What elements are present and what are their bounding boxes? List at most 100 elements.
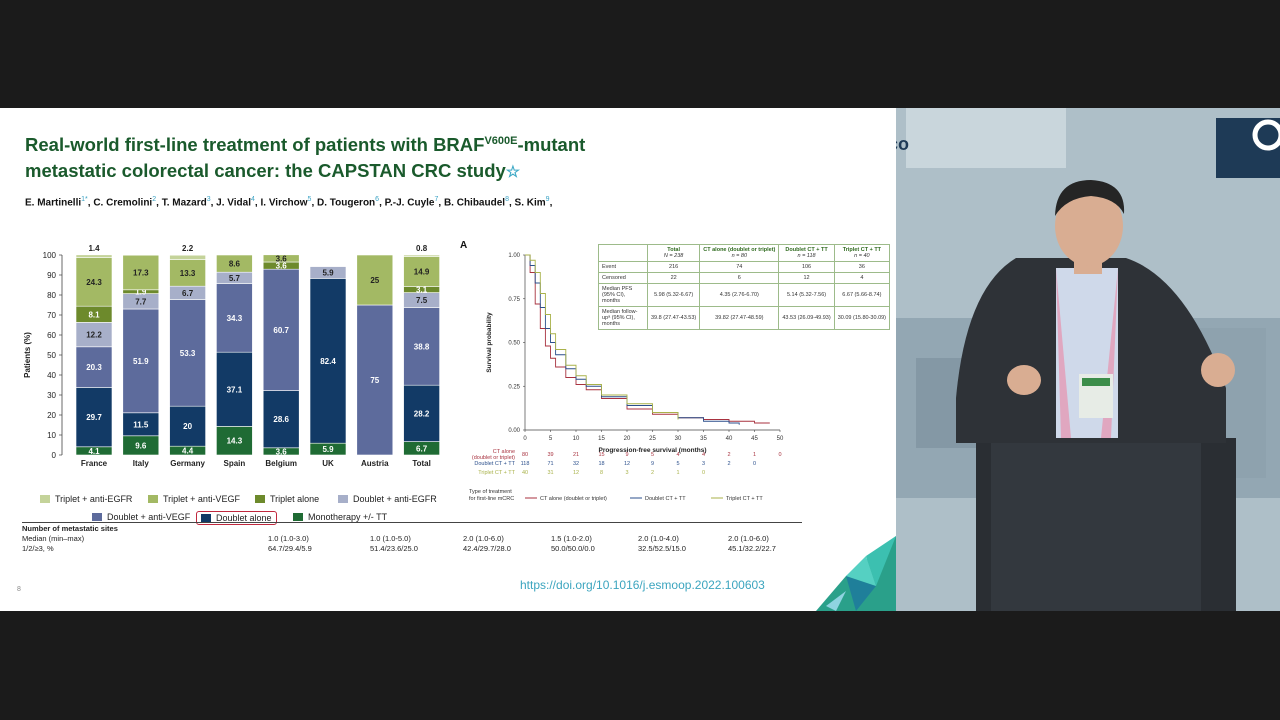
bar-value-label: 13.3	[180, 269, 196, 278]
legend-item: Triplet + anti-VEGF	[148, 494, 240, 504]
at-risk-value: 15	[598, 452, 604, 458]
presentation-slide: Real-world first-line treatment of patie…	[0, 108, 896, 611]
category-sublabel: n = 4	[366, 471, 383, 473]
metastatic-sites-table: Number of metastatic sites Median (min–m…	[22, 522, 802, 553]
y-tick-label: 0.25	[508, 384, 520, 390]
bar-segment	[403, 256, 440, 287]
bar-value-label: 53.3	[180, 349, 196, 358]
bar-value-label: 3.6	[276, 447, 288, 456]
at-risk-value: 2	[727, 452, 730, 458]
y-tick-label: 0.50	[508, 341, 520, 347]
author-name: I. Virchow	[260, 197, 308, 209]
legend-label: Triplet + anti-VEGF	[163, 494, 240, 504]
x-tick-label: 40	[726, 436, 733, 442]
curve-legend-label: CT alone (doublet or triplet)	[540, 496, 607, 502]
bar-value-label: 5.9	[322, 269, 334, 278]
panel-label: A	[460, 240, 468, 251]
y-tick-label: 1.00	[508, 253, 520, 259]
category-label: Italy	[133, 459, 150, 468]
table-cell: 22	[646, 272, 701, 284]
legend-item: Triplet + anti-EGFR	[40, 494, 132, 504]
curve-legend-label: Doublet CT + TT	[645, 496, 686, 502]
bar-segment	[169, 259, 206, 287]
author-name: T. Mazard	[161, 197, 207, 209]
at-risk-value: 0	[753, 461, 756, 467]
kaplan-meier-chart: 0.000.250.500.751.000 5 10 15 20 25 30 35 40 45 50…	[469, 253, 784, 502]
author-name: E. Martinelli	[25, 197, 82, 209]
category-sublabel: n = 52	[130, 471, 152, 473]
x-tick-label: 5	[549, 436, 553, 442]
table-cell: 42.4/29.7/28.0	[463, 543, 511, 553]
table-header-cell: Triplet CT + TT n = 40	[833, 244, 891, 262]
bar-segment	[403, 384, 440, 442]
bar-segment	[356, 254, 394, 306]
bar-value-label: 60.7	[273, 326, 289, 335]
bar-segment	[216, 351, 253, 427]
table-row: Median PFS (95% CI), months 5.98 (5.32-6.…	[598, 283, 891, 307]
table-cell: 1.0 (1.0-3.0)	[268, 533, 309, 543]
bar-value-label: 51.9	[133, 357, 149, 366]
bar-value-label: 1.9	[135, 288, 147, 297]
y-tick-label: 20	[47, 411, 56, 420]
title-line-1: Real-world first-line treatment of patie…	[25, 134, 485, 156]
curve-legend-title: for first-line mCRC	[469, 496, 514, 502]
author-affiliation: 1*	[81, 196, 88, 203]
bar-value-label: 20	[183, 422, 192, 431]
table-header-cell: Total N = 238	[646, 244, 701, 262]
table-cell: 32.5/52.5/15.0	[638, 543, 686, 553]
slide-title: Real-world first-line treatment of patie…	[25, 128, 585, 186]
bar-segment	[75, 254, 113, 258]
legend-label: Triplet alone	[270, 494, 320, 504]
at-risk-value: 40	[522, 470, 528, 476]
bar-value-label: 3.6	[276, 262, 288, 271]
at-risk-row-label: Triplet CT + TT	[478, 470, 515, 476]
legend-swatch	[338, 495, 348, 503]
row-label: Median PFS (95% CI), months	[598, 283, 648, 307]
bar-value-label: 8.6	[229, 260, 241, 269]
table-cell: 50.0/50.0/0.0	[551, 543, 595, 553]
bar-value-label: 17.3	[133, 269, 149, 278]
x-tick-label: 20	[624, 436, 631, 442]
survival-curve	[525, 254, 679, 420]
table-row: Censored 22 6 12 4	[598, 272, 891, 284]
legend-swatch	[293, 513, 303, 521]
at-risk-value: 32	[573, 461, 579, 467]
y-tick-label: 90	[47, 271, 56, 280]
legend-label: Doublet + anti-VEGF	[107, 512, 191, 522]
category-sublabel: N = 255	[408, 471, 435, 473]
bar-value-label: 7.7	[135, 297, 147, 306]
author-affiliation: 7	[434, 196, 439, 203]
row-label: Median follow-upᵃ (95% CI), months	[598, 306, 648, 330]
legend-label: Triplet + anti-EGFR	[55, 494, 133, 504]
table-cell: 74	[699, 261, 780, 273]
legend-swatch	[201, 514, 211, 522]
category-label: Spain	[224, 459, 246, 468]
y-tick-label: 100	[43, 251, 57, 260]
bar-value-label: 34.3	[227, 314, 243, 323]
bar-segment	[403, 307, 440, 386]
bar-value-label: 20.3	[86, 363, 102, 372]
at-risk-value: 21	[573, 452, 579, 458]
table-cell: 6.67 (5.66-8.74)	[833, 283, 891, 307]
bar-value-label: 7.5	[416, 296, 428, 305]
author-affiliation: 5	[307, 196, 312, 203]
bar-segment	[216, 283, 253, 353]
bar-value-label: 4.4	[182, 447, 194, 456]
at-risk-value: 8	[600, 470, 603, 476]
curve-legend-label: Triplet CT + TT	[726, 496, 763, 502]
at-risk-value: 4	[676, 452, 679, 458]
legend-label: Doublet alone	[216, 513, 272, 523]
y-tick-label: 80	[47, 291, 56, 300]
at-risk-value: 118	[521, 461, 530, 467]
doi-link[interactable]: https://doi.org/10.1016/j.esmoop.2022.10…	[520, 578, 765, 592]
legend-item: Triplet alone	[255, 494, 319, 504]
row-label: 1/2/≥3, %	[22, 543, 54, 553]
table-cell: 36	[833, 261, 891, 273]
bar-value-label: 4.1	[88, 447, 100, 456]
x-tick-label: 15	[598, 436, 605, 442]
speaker-video-feed: co	[896, 108, 1280, 611]
table-header-cell: Doublet CT + TT n = 118	[778, 244, 835, 262]
bar-segment	[309, 278, 347, 444]
legend-swatch	[255, 495, 265, 503]
bar-top-label: 2.2	[182, 244, 194, 253]
